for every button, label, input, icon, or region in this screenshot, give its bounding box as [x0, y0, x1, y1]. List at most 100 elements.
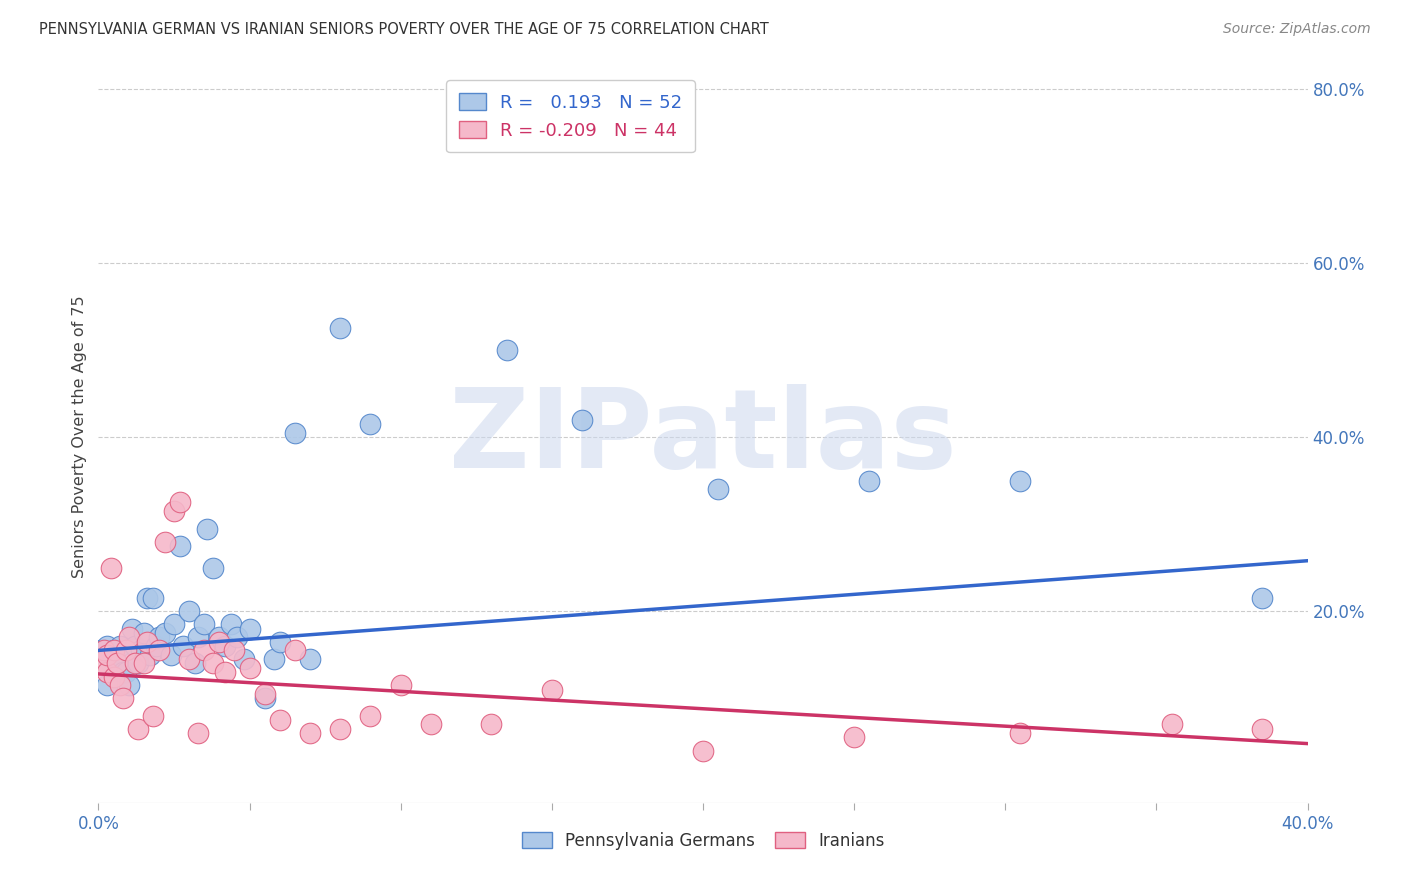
Point: [127, 722, 149, 736]
Point: [100, 657, 122, 671]
Point: [214, 665, 236, 680]
Point: [389, 678, 412, 692]
Point: [495, 343, 517, 357]
Point: [145, 639, 167, 653]
Point: [124, 657, 146, 671]
Point: [90, 643, 112, 657]
Point: [135, 634, 157, 648]
Point: [481, 717, 503, 731]
Point: [142, 591, 165, 606]
Text: PENNSYLVANIA GERMAN VS IRANIAN SENIORS POVERTY OVER THE AGE OF 75 CORRELATION CH: PENNSYLVANIA GERMAN VS IRANIAN SENIORS P…: [39, 22, 769, 37]
Text: Source: ZipAtlas.com: Source: ZipAtlas.com: [1223, 22, 1371, 37]
Point: [114, 665, 136, 680]
Point: [105, 657, 128, 671]
Point: [90, 657, 112, 671]
Point: [127, 657, 149, 671]
Point: [96, 665, 118, 680]
Point: [114, 643, 136, 657]
Point: [103, 669, 125, 683]
Point: [93, 643, 115, 657]
Point: [214, 639, 236, 653]
Point: [93, 643, 115, 657]
Point: [108, 639, 131, 653]
Point: [111, 691, 134, 706]
Point: [1160, 717, 1182, 731]
Point: [103, 643, 125, 657]
Point: [1010, 726, 1032, 740]
Point: [269, 713, 291, 727]
Point: [187, 631, 209, 645]
Point: [153, 534, 176, 549]
Point: [96, 639, 118, 653]
Point: [139, 648, 162, 662]
Point: [148, 631, 170, 645]
Point: [105, 657, 128, 671]
Point: [184, 657, 207, 671]
Point: [135, 591, 157, 606]
Point: [239, 622, 262, 636]
Point: [96, 648, 118, 662]
Point: [571, 412, 593, 426]
Point: [179, 652, 201, 666]
Point: [284, 425, 307, 440]
Point: [420, 717, 443, 731]
Point: [118, 631, 141, 645]
Point: [153, 626, 176, 640]
Point: [96, 678, 118, 692]
Point: [253, 691, 276, 706]
Point: [221, 617, 243, 632]
Point: [232, 652, 254, 666]
Point: [284, 643, 307, 657]
Point: [269, 634, 291, 648]
Point: [692, 743, 714, 757]
Point: [129, 643, 152, 657]
Point: [187, 726, 209, 740]
Text: ZIPatlas: ZIPatlas: [449, 384, 957, 491]
Point: [179, 604, 201, 618]
Legend: Pennsylvania Germans, Iranians: Pennsylvania Germans, Iranians: [515, 825, 891, 856]
Point: [226, 631, 249, 645]
Point: [208, 634, 231, 648]
Point: [1010, 474, 1032, 488]
Point: [208, 631, 231, 645]
Point: [121, 622, 143, 636]
Point: [124, 639, 146, 653]
Point: [329, 722, 352, 736]
Point: [193, 643, 215, 657]
Y-axis label: Seniors Poverty Over the Age of 75: Seniors Poverty Over the Age of 75: [72, 296, 87, 578]
Point: [202, 560, 225, 574]
Point: [224, 643, 246, 657]
Point: [103, 643, 125, 657]
Point: [148, 643, 170, 657]
Point: [202, 657, 225, 671]
Point: [169, 539, 191, 553]
Point: [239, 661, 262, 675]
Point: [360, 708, 382, 723]
Point: [160, 648, 183, 662]
Point: [360, 417, 382, 431]
Point: [108, 678, 131, 692]
Point: [163, 504, 186, 518]
Point: [100, 560, 122, 574]
Point: [142, 708, 165, 723]
Point: [707, 483, 730, 497]
Point: [132, 626, 155, 640]
Point: [263, 652, 285, 666]
Point: [169, 495, 191, 509]
Point: [195, 521, 218, 535]
Point: [103, 643, 125, 657]
Point: [118, 678, 141, 692]
Point: [132, 657, 155, 671]
Point: [858, 474, 880, 488]
Point: [253, 687, 276, 701]
Point: [299, 726, 322, 740]
Point: [111, 665, 134, 680]
Point: [540, 682, 562, 697]
Point: [299, 652, 322, 666]
Point: [172, 639, 194, 653]
Point: [1251, 591, 1274, 606]
Point: [163, 617, 186, 632]
Point: [844, 731, 866, 745]
Point: [193, 617, 215, 632]
Point: [1251, 722, 1274, 736]
